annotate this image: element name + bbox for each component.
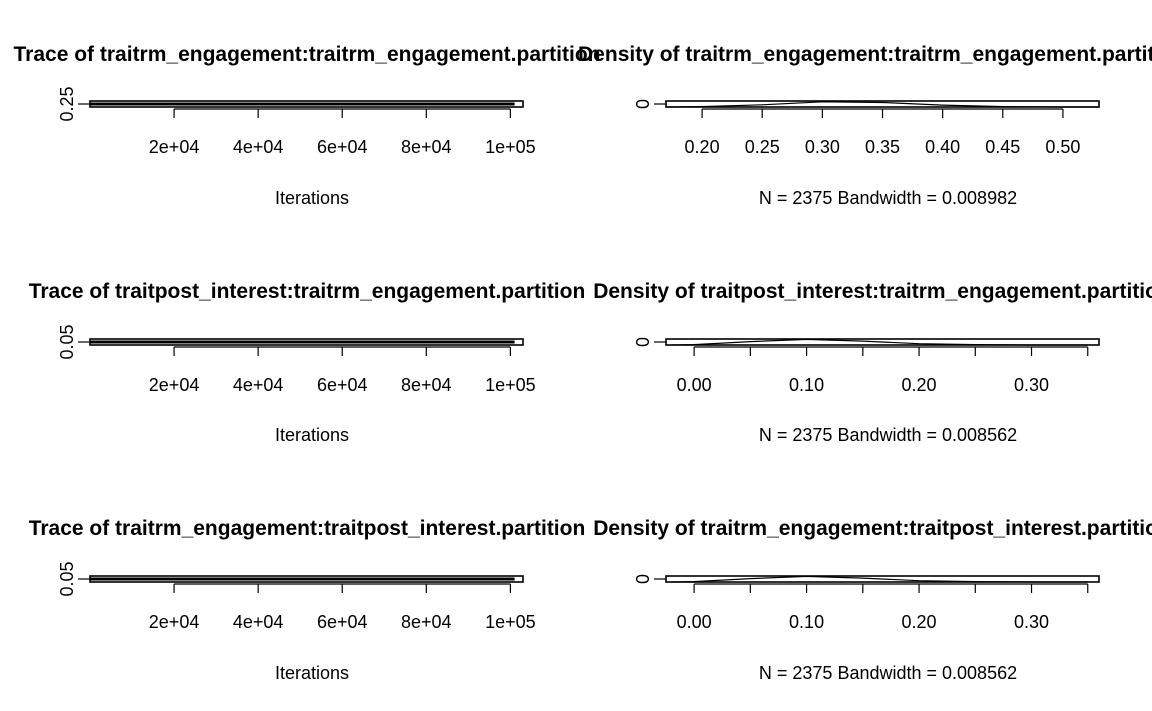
- x-tick-label: 1e+05: [485, 375, 536, 395]
- x-tick-label: 0.10: [789, 375, 824, 395]
- x-tick-label: 1e+05: [485, 612, 536, 632]
- series-line: [665, 101, 1099, 108]
- series-line: [671, 338, 1088, 346]
- x-tick-label: 0.20: [902, 375, 937, 395]
- x-tick-label: 0.30: [1014, 375, 1049, 395]
- panel-title: Trace of traitrm_engagement:traitpost_in…: [29, 517, 586, 540]
- x-tick-label: 4e+04: [233, 137, 284, 157]
- y-tick-label: 0.05: [57, 561, 77, 596]
- x-tick-label: 0.25: [745, 137, 780, 157]
- panel-trace-1: Trace of traitrm_engagement:traitrm_enga…: [14, 43, 601, 208]
- x-tick-label: 0.00: [677, 612, 712, 632]
- x-tick-label: 1e+05: [485, 137, 536, 157]
- panel-title: Trace of traitrm_engagement:traitrm_enga…: [14, 43, 601, 66]
- x-tick-label: 8e+04: [401, 612, 452, 632]
- x-tick-label: 4e+04: [233, 375, 284, 395]
- x-axis-label: Iterations: [275, 425, 349, 445]
- x-tick-label: 2e+04: [149, 375, 200, 395]
- x-tick-label: 0.50: [1045, 137, 1080, 157]
- x-tick-label: 0.30: [805, 137, 840, 157]
- x-axis-label: N = 2375 Bandwidth = 0.008562: [759, 663, 1017, 683]
- panel-density-1: Density of traitrm_engagement:traitrm_en…: [578, 43, 1152, 208]
- x-tick-label: 0.20: [685, 137, 720, 157]
- x-tick-label: 0.20: [902, 612, 937, 632]
- panel-title: Density of traitpost_interest:traitrm_en…: [593, 280, 1152, 303]
- panel-trace-2: Trace of traitpost_interest:traitrm_enga…: [29, 280, 586, 445]
- x-axis-label: Iterations: [275, 188, 349, 208]
- panel-title: Density of traitrm_engagement:traitpost_…: [593, 517, 1152, 540]
- x-tick-label: 8e+04: [401, 375, 452, 395]
- x-tick-label: 0.00: [677, 375, 712, 395]
- x-axis-label: N = 2375 Bandwidth = 0.008982: [759, 188, 1017, 208]
- y-tick-label: 0.25: [57, 86, 77, 121]
- x-tick-label: 8e+04: [401, 137, 452, 157]
- x-tick-label: 6e+04: [317, 612, 368, 632]
- panel-density-2: Density of traitpost_interest:traitrm_en…: [593, 280, 1152, 445]
- panel-trace-3: Trace of traitrm_engagement:traitpost_in…: [29, 517, 586, 683]
- y-tick-label: 0: [633, 574, 653, 584]
- x-tick-label: 2e+04: [149, 612, 200, 632]
- panel-title: Trace of traitpost_interest:traitrm_enga…: [29, 280, 586, 303]
- x-tick-label: 0.45: [985, 137, 1020, 157]
- panel-title: Density of traitrm_engagement:traitrm_en…: [578, 43, 1152, 66]
- series-line: [671, 575, 1088, 583]
- x-tick-label: 4e+04: [233, 612, 284, 632]
- x-axis-label: Iterations: [275, 663, 349, 683]
- x-tick-label: 0.35: [865, 137, 900, 157]
- panel-density-3: Density of traitrm_engagement:traitpost_…: [593, 517, 1152, 683]
- y-tick-label: 0: [633, 99, 653, 109]
- x-tick-label: 2e+04: [149, 137, 200, 157]
- x-tick-label: 0.40: [925, 137, 960, 157]
- y-tick-label: 0.05: [57, 324, 77, 359]
- x-tick-label: 0.30: [1014, 612, 1049, 632]
- x-axis-label: N = 2375 Bandwidth = 0.008562: [759, 425, 1017, 445]
- x-tick-label: 6e+04: [317, 137, 368, 157]
- x-tick-label: 0.10: [789, 612, 824, 632]
- y-tick-label: 0: [633, 337, 653, 347]
- x-tick-label: 6e+04: [317, 375, 368, 395]
